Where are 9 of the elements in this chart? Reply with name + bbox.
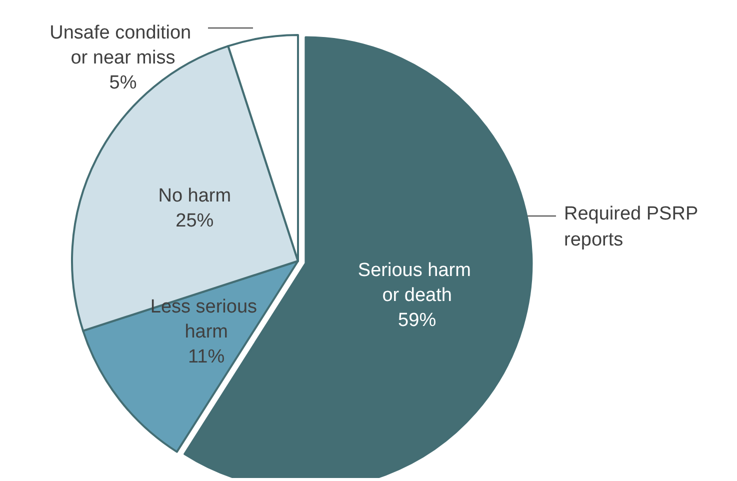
data-label: 5%: [109, 72, 137, 94]
slice-label: Unsafe condition or near miss: [50, 22, 196, 68]
slice-label: No harm: [158, 185, 232, 206]
data-label: 25%: [176, 210, 214, 232]
data-label: 11%: [188, 346, 225, 368]
slice-label: Serious harm or death: [358, 260, 476, 306]
text: Required PSRP reports: [564, 204, 698, 250]
data-label: 59%: [398, 310, 436, 332]
slice-label: Less serious harm: [150, 296, 262, 343]
